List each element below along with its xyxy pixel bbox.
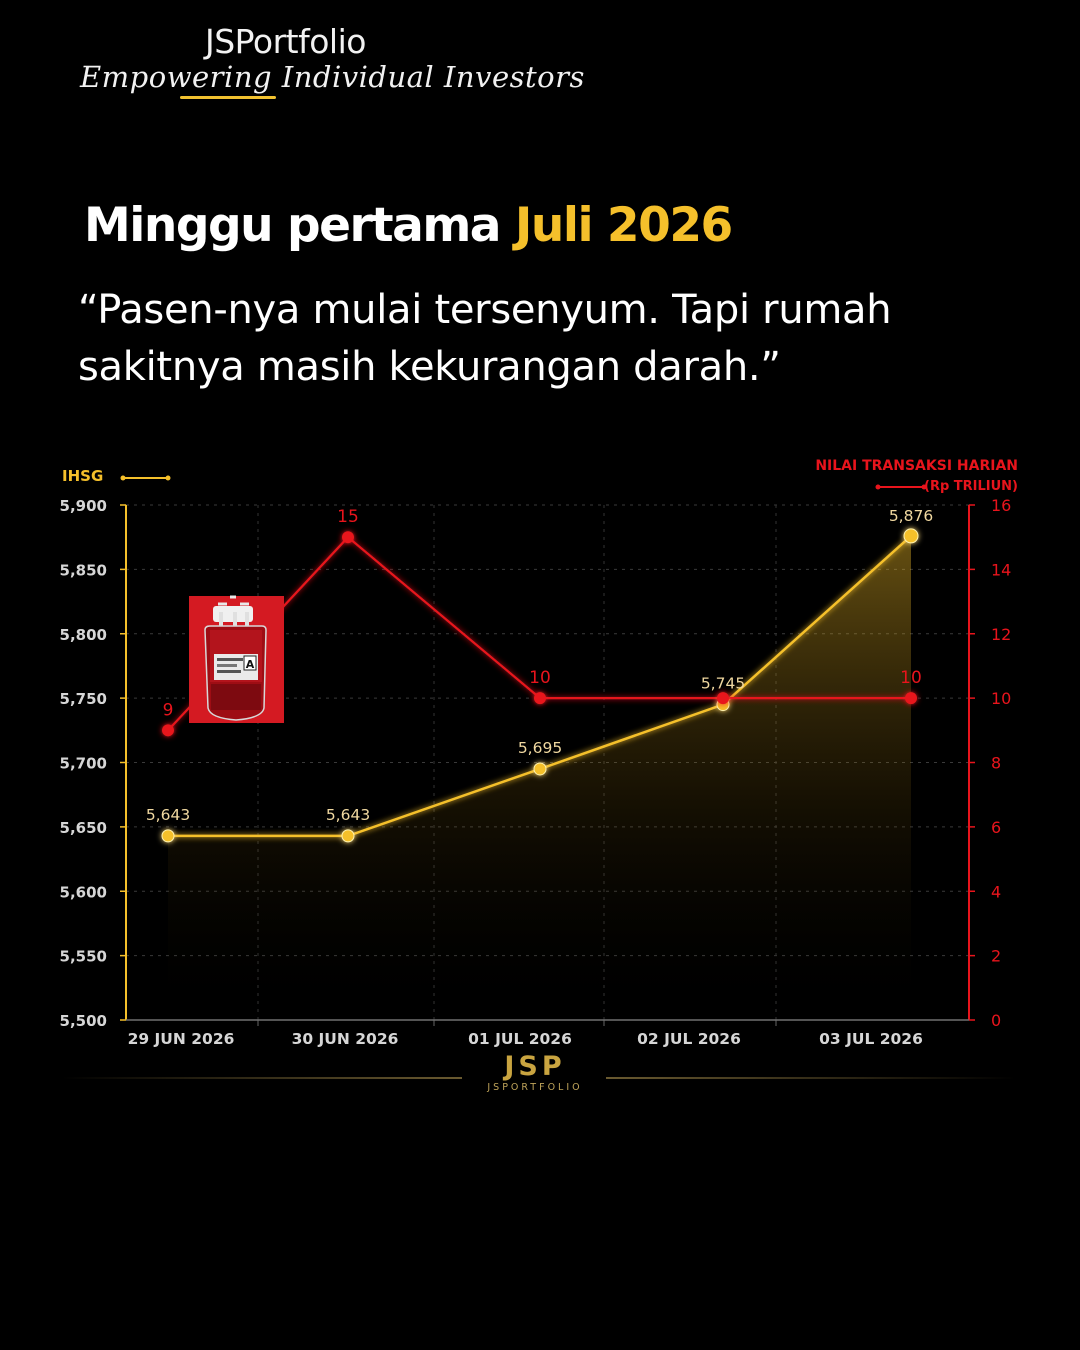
dual-axis-line-chart: 5,500 5,550 5,600 5,650 5,700 5,750 5,800 5,850… (60, 458, 1018, 1048)
footer-divider-right (606, 1077, 1016, 1079)
left-axis-tick-label: 5,900 (60, 497, 107, 515)
left-axis-tick-label: 5,800 (60, 626, 107, 644)
transaction-point (717, 692, 729, 705)
footer-divider-left (62, 1077, 462, 1079)
quote-text: “Pasen-nya mulai tersenyum. Tapi rumah s… (78, 287, 892, 390)
legend-left-marker (120, 475, 126, 481)
title-part-2: Juli 2026 (514, 198, 733, 253)
series: 5,643 5,643 5,695 5,745 5,876 9 15 10 10 (146, 507, 933, 843)
x-axis-tick-label: 02 JUL 2026 (637, 1030, 741, 1048)
x-axis-tick-label: 29 JUN 2026 (128, 1030, 235, 1048)
brand-tagline: Empowering Individual Investors (80, 60, 585, 94)
legend-left-marker (165, 475, 171, 481)
x-axis-tick-label: 03 JUL 2026 (819, 1030, 923, 1048)
left-axis-tick-label: 5,850 (60, 561, 107, 579)
left-axis-tick-label: 5,600 (60, 883, 107, 901)
x-axis-tick-label: 30 JUN 2026 (292, 1030, 399, 1048)
ihsg-data-label: 5,876 (889, 507, 933, 525)
right-axis-tick-label: 4 (991, 882, 1001, 901)
ihsg-area (168, 535, 911, 1020)
transaction-data-label: 10 (900, 668, 922, 688)
footer-logo-subtitle: JSPORTFOLIO (487, 1082, 583, 1093)
tagline-underline (180, 96, 276, 99)
legend-right-unit: (Rp TRILIUN) (924, 479, 1018, 494)
x-axis-tick-label: 01 JUL 2026 (468, 1030, 572, 1048)
transaction-point (534, 692, 546, 705)
blood-bag-icon: A (189, 595, 284, 723)
title-part-1: Minggu pertama (84, 198, 515, 253)
right-axis-tick-label: 14 (991, 560, 1011, 579)
right-axis-tick-label: 16 (991, 496, 1011, 515)
right-axis-tick-label: 10 (991, 689, 1011, 708)
legend-right-marker (921, 484, 927, 490)
transaction-point (162, 724, 174, 737)
page-title: Minggu pertama Juli 2026 (84, 198, 733, 253)
ihsg-data-label: 5,643 (146, 806, 190, 824)
transaction-point (342, 531, 354, 544)
legend-left-label: IHSG (62, 467, 103, 485)
ihsg-data-label: 5,643 (326, 806, 370, 824)
ihsg-point (341, 829, 355, 843)
transaction-point (905, 692, 917, 705)
right-axis-tick-label: 2 (991, 947, 1001, 966)
left-axis-tick-label: 5,550 (60, 948, 107, 966)
transaction-data-label: 9 (163, 700, 174, 720)
svg-text:A: A (246, 658, 255, 671)
left-axis-tick-label: 5,500 (60, 1012, 107, 1030)
ihsg-data-label: 5,695 (518, 739, 562, 757)
footer-logo: JSP JSPORTFOLIO (470, 1052, 600, 1094)
ihsg-point (903, 528, 919, 544)
ihsg-data-label: 5,745 (701, 675, 745, 693)
left-axis-tick-label: 5,700 (60, 755, 107, 773)
ihsg-point (161, 829, 175, 843)
right-axis-tick-label: 6 (991, 818, 1001, 837)
brand-name: JSPortfolio (205, 22, 366, 61)
transaction-data-label: 10 (529, 668, 551, 688)
legend-right-marker (875, 484, 881, 490)
left-axis-tick-label: 5,750 (60, 690, 107, 708)
right-axis-tick-label: 12 (991, 625, 1011, 644)
legend: IHSG NILAI TRANSAKSI HARIAN (Rp TRILIUN) (62, 458, 1018, 494)
right-axis-tick-label: 0 (991, 1011, 1001, 1030)
ihsg-point (533, 762, 547, 776)
legend-right-label: NILAI TRANSAKSI HARIAN (815, 458, 1018, 474)
transaction-data-label: 15 (337, 507, 359, 527)
ihsg-area-fill (168, 535, 911, 1020)
axes: 5,500 5,550 5,600 5,650 5,700 5,750 5,800 5,850… (60, 496, 1012, 1048)
right-axis-tick-label: 8 (991, 754, 1001, 773)
left-axis-tick-label: 5,650 (60, 819, 107, 837)
footer-logo-mark: JSP (504, 1051, 566, 1082)
